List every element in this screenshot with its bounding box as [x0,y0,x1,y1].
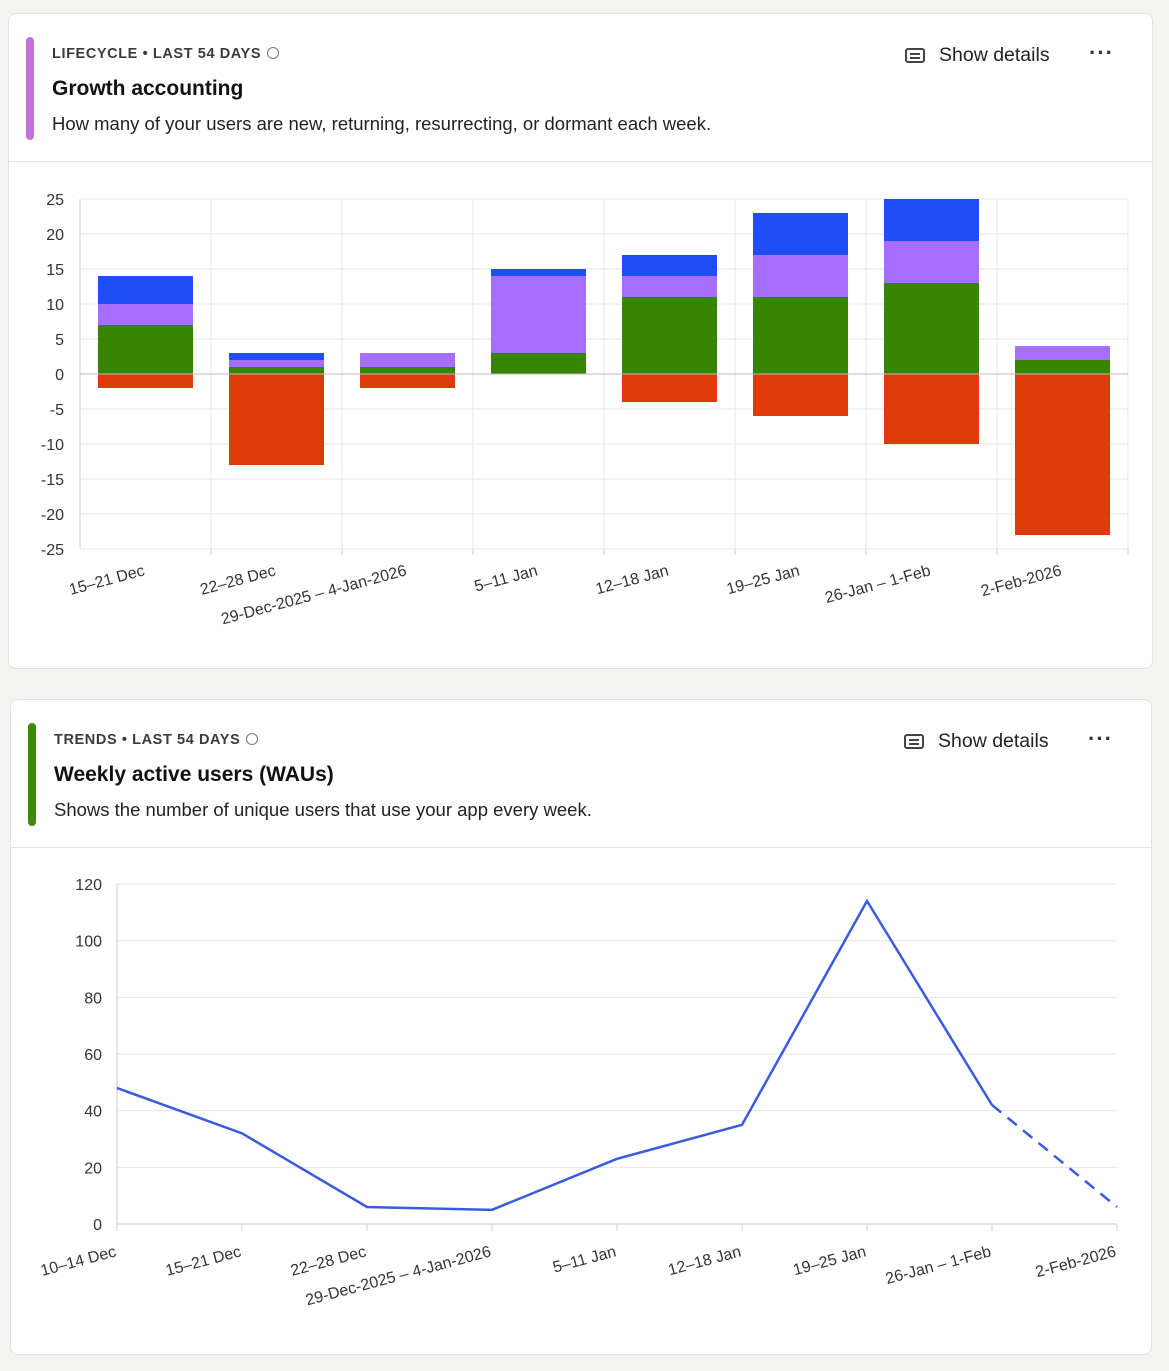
show-details-label: Show details [939,44,1050,66]
card-title: Weekly active users (WAUs) [54,763,334,786]
y-tick-label: 20 [46,227,64,244]
bar-segment [753,213,848,255]
bar-segment [360,367,455,374]
x-tick-label: 5–11 Jan [473,562,540,595]
bar-segment [753,297,848,374]
card-header: TRENDS • LAST 54 DAYS Weekly active user… [11,700,1151,848]
bar-segment [98,325,193,374]
x-tick-label: 22–28 Dec [198,562,277,598]
y-tick-label: -5 [50,402,64,419]
x-tick-label: 15–21 Dec [67,562,146,598]
y-tick-label: -20 [41,507,64,524]
x-tick-label: 12–18 Jan [594,562,671,598]
bar-segment [360,353,455,367]
bar-segment [229,360,324,367]
bar-segment [98,276,193,304]
card-title: Growth accounting [52,77,244,100]
bar-segment [884,241,979,283]
bar-segment [491,269,586,276]
card-description: How many of your users are new, returnin… [52,113,712,134]
card-kicker: TRENDS • LAST 54 DAYS [54,732,259,748]
bar-segment [1015,346,1110,360]
more-options-button[interactable]: ··· [1089,40,1114,65]
kicker-text: LIFECYCLE • LAST 54 DAYS [52,46,262,62]
bar-segment [622,276,717,297]
bar-segment [98,304,193,325]
details-icon [905,48,925,63]
y-tick-label: 5 [55,332,64,349]
accent-bar [28,723,36,826]
bar-segment [753,255,848,297]
bar-segment [229,374,324,465]
y-tick-label: -25 [41,542,64,559]
bar-segment [229,353,324,360]
accent-bar [26,37,34,140]
bar-segment [884,374,979,444]
bar-segment [98,374,193,388]
bar-segment [622,374,717,402]
bar-segment [753,374,848,416]
x-tick-label: 19–25 Jan [725,562,802,598]
kicker-text: TRENDS • LAST 54 DAYS [54,732,241,748]
card-description: Shows the number of unique users that us… [54,799,592,820]
bar-segment [491,276,586,353]
y-tick-label: 10 [46,297,64,314]
bar-segment [1015,360,1110,374]
show-details-button[interactable]: Show details [904,730,1049,753]
card-kicker: LIFECYCLE • LAST 54 DAYS [52,46,280,62]
clock-icon [246,733,259,745]
bar-segment [491,353,586,374]
bar-segment [884,199,979,241]
bar-segment [1015,374,1110,535]
y-tick-label: 25 [46,192,64,209]
bar-segment [622,297,717,374]
bar-segment [622,255,717,276]
clock-icon [267,47,280,59]
card-header: LIFECYCLE • LAST 54 DAYS Growth accounti… [9,14,1152,162]
y-tick-label: -15 [41,472,64,489]
y-tick-label: 0 [55,367,64,384]
x-tick-label: 26-Jan – 1-Feb [823,562,932,607]
y-tick-label: 15 [46,262,64,279]
y-tick-label: -10 [41,437,64,454]
show-details-label: Show details [938,730,1049,752]
more-options-button[interactable]: ··· [1088,726,1113,751]
show-details-button[interactable]: Show details [905,44,1050,67]
x-tick-label: 2-Feb-2026 [979,562,1063,600]
bar-segment [884,283,979,374]
bar-segment [360,374,455,388]
details-icon [904,734,924,749]
bar-segment [229,367,324,374]
